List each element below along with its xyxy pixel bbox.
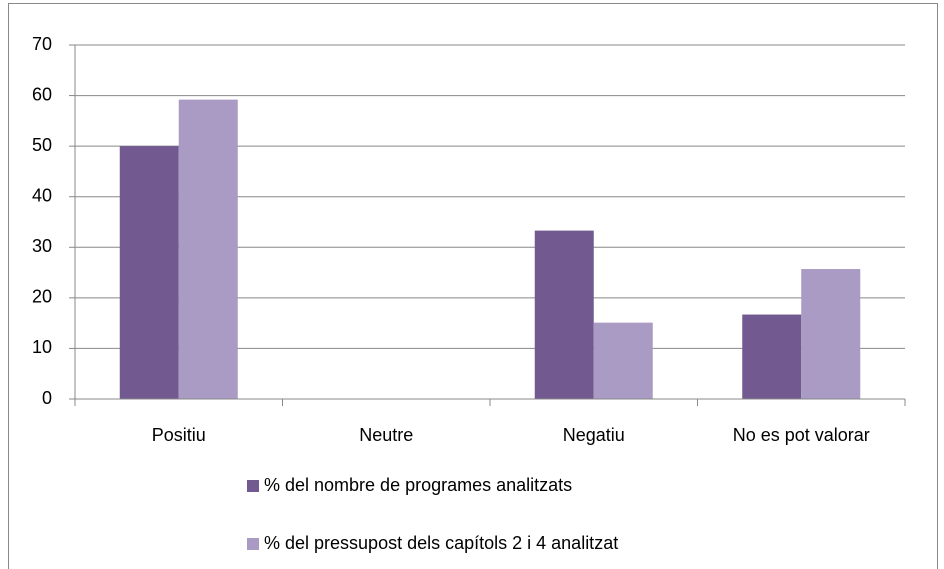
bar <box>178 99 238 400</box>
y-tick-label: 60 <box>32 84 52 104</box>
bar <box>801 269 861 399</box>
y-tick-label: 10 <box>32 337 52 357</box>
y-tick-label: 30 <box>32 236 52 256</box>
y-tick-label: 40 <box>32 185 52 205</box>
legend-label: % del pressupost dels capítols 2 i 4 ana… <box>264 533 618 553</box>
legend-label: % del nombre de programes analitzats <box>264 475 572 495</box>
y-tick-label: 20 <box>32 287 52 307</box>
y-tick-label: 70 <box>32 34 52 54</box>
legend-swatch <box>247 480 259 492</box>
bar <box>742 314 802 399</box>
bar <box>119 146 179 399</box>
bar <box>593 322 653 399</box>
x-tick-label: Positiu <box>152 425 206 445</box>
y-tick-label: 50 <box>32 135 52 155</box>
y-tick-label: 0 <box>42 388 52 408</box>
x-tick-label: No es pot valorar <box>733 425 870 445</box>
legend-swatch <box>247 538 259 550</box>
x-tick-label: Neutre <box>359 425 413 445</box>
bar <box>534 230 594 399</box>
x-tick-label: Negatiu <box>563 425 625 445</box>
